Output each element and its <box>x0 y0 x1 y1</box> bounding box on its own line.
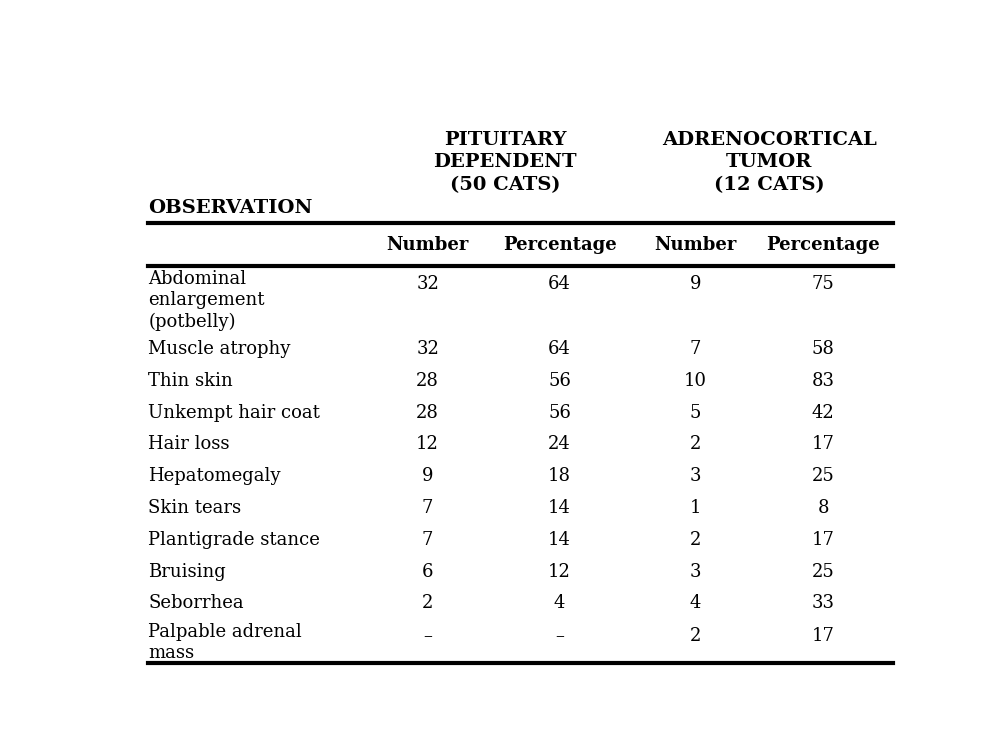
Text: 9: 9 <box>690 275 701 293</box>
Text: 1: 1 <box>690 499 701 517</box>
Text: 7: 7 <box>422 499 433 517</box>
Text: 2: 2 <box>690 531 701 549</box>
Text: 25: 25 <box>812 467 835 485</box>
Text: ADRENOCORTICAL
TUMOR
(12 CATS): ADRENOCORTICAL TUMOR (12 CATS) <box>662 131 877 195</box>
Text: 17: 17 <box>812 531 835 549</box>
Text: Skin tears: Skin tears <box>148 499 241 517</box>
Text: 14: 14 <box>549 531 571 549</box>
Text: Percentage: Percentage <box>503 236 617 254</box>
Text: 3: 3 <box>690 562 701 581</box>
Text: Muscle atrophy: Muscle atrophy <box>148 340 290 358</box>
Text: Percentage: Percentage <box>767 236 880 254</box>
Text: 7: 7 <box>422 531 433 549</box>
Text: 56: 56 <box>549 403 571 421</box>
Text: 33: 33 <box>812 594 835 612</box>
Text: Seborrhea: Seborrhea <box>148 594 244 612</box>
Text: OBSERVATION: OBSERVATION <box>148 199 312 217</box>
Text: Hair loss: Hair loss <box>148 436 230 454</box>
Text: –: – <box>556 627 564 645</box>
Text: 8: 8 <box>818 499 829 517</box>
Text: 6: 6 <box>422 562 433 581</box>
Text: 3: 3 <box>690 467 701 485</box>
Text: 64: 64 <box>549 340 571 358</box>
Text: PITUITARY
DEPENDENT
(50 CATS): PITUITARY DEPENDENT (50 CATS) <box>433 131 577 195</box>
Text: Thin skin: Thin skin <box>148 372 233 390</box>
Text: 17: 17 <box>812 436 835 454</box>
Text: 7: 7 <box>690 340 701 358</box>
Text: 24: 24 <box>549 436 571 454</box>
Text: Plantigrade stance: Plantigrade stance <box>148 531 320 549</box>
Text: 75: 75 <box>812 275 835 293</box>
Text: 4: 4 <box>554 594 566 612</box>
Text: 2: 2 <box>690 627 701 645</box>
Text: 42: 42 <box>812 403 835 421</box>
Text: 32: 32 <box>416 275 439 293</box>
Text: 32: 32 <box>416 340 439 358</box>
Text: 2: 2 <box>422 594 433 612</box>
Text: 17: 17 <box>812 627 835 645</box>
Text: 14: 14 <box>549 499 571 517</box>
Text: 28: 28 <box>416 372 439 390</box>
Text: 10: 10 <box>684 372 707 390</box>
Text: 12: 12 <box>416 436 439 454</box>
Text: 56: 56 <box>549 372 571 390</box>
Text: Number: Number <box>386 236 468 254</box>
Text: 12: 12 <box>549 562 571 581</box>
Text: 28: 28 <box>416 403 439 421</box>
Text: 2: 2 <box>690 436 701 454</box>
Text: 58: 58 <box>812 340 835 358</box>
Text: Bruising: Bruising <box>148 562 226 581</box>
Text: 18: 18 <box>549 467 571 485</box>
Text: 83: 83 <box>812 372 835 390</box>
Text: 4: 4 <box>690 594 701 612</box>
Text: Palpable adrenal
mass: Palpable adrenal mass <box>148 623 302 662</box>
Text: Abdominal
enlargement
(potbelly): Abdominal enlargement (potbelly) <box>148 270 265 331</box>
Text: 25: 25 <box>812 562 835 581</box>
Text: 9: 9 <box>422 467 433 485</box>
Text: Number: Number <box>654 236 737 254</box>
Text: –: – <box>423 627 432 645</box>
Text: Hepatomegaly: Hepatomegaly <box>148 467 281 485</box>
Text: 64: 64 <box>549 275 571 293</box>
Text: Unkempt hair coat: Unkempt hair coat <box>148 403 320 421</box>
Text: 5: 5 <box>690 403 701 421</box>
